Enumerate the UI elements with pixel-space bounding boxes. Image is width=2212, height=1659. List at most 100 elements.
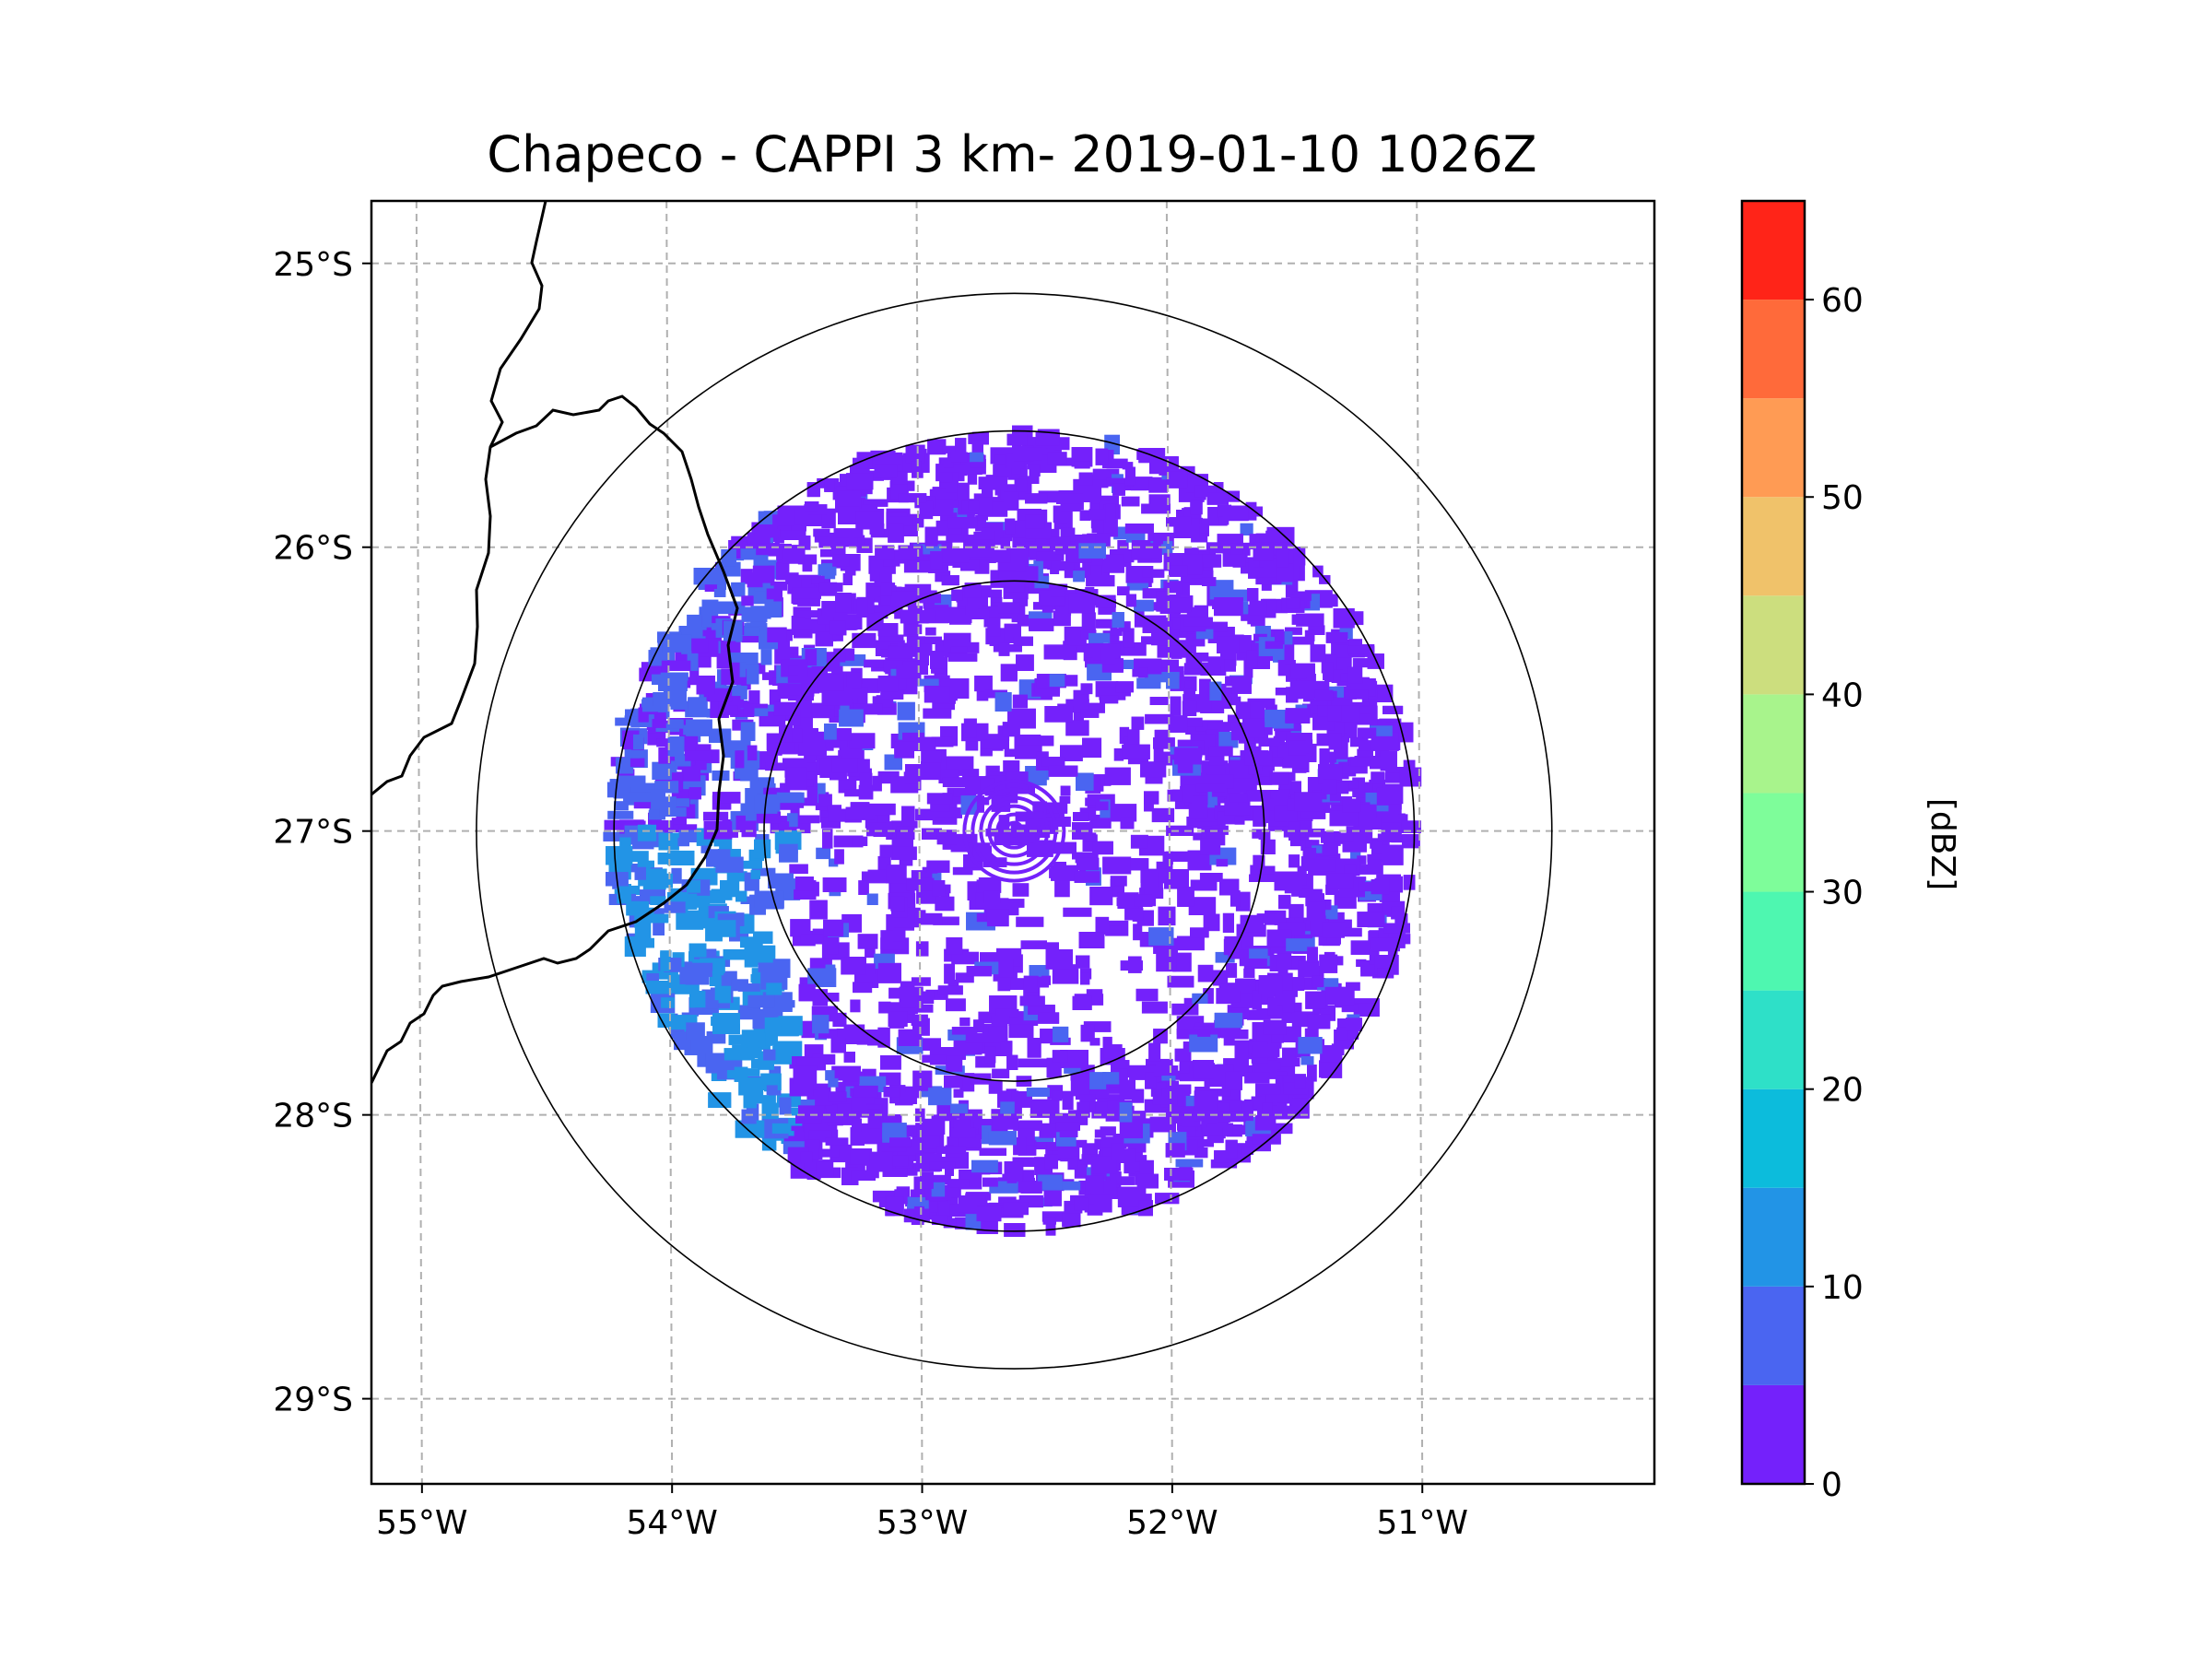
- reflectivity-cell: [802, 554, 813, 572]
- reflectivity-cell: [911, 977, 931, 986]
- reflectivity-cell: [716, 651, 730, 669]
- reflectivity-cell: [1041, 757, 1065, 767]
- reflectivity-cell: [942, 445, 956, 453]
- reflectivity-cell: [625, 709, 644, 717]
- reflectivity-cell: [1378, 927, 1389, 947]
- reflectivity-cell: [951, 1127, 976, 1138]
- reflectivity-cell: [1038, 1012, 1060, 1024]
- reflectivity-cell: [1135, 988, 1159, 1002]
- reflectivity-cell: [790, 919, 811, 937]
- reflectivity-cell: [1008, 1024, 1034, 1039]
- reflectivity-cell: [1179, 1064, 1190, 1074]
- reflectivity-cell: [1045, 1220, 1056, 1236]
- reflectivity-cell: [998, 571, 1028, 582]
- reflectivity-cell: [1042, 1217, 1056, 1225]
- reflectivity-cell: [653, 712, 666, 728]
- reflectivity-cell: [762, 672, 782, 680]
- reflectivity-cell: [713, 589, 726, 597]
- reflectivity-cell: [982, 857, 1007, 867]
- reflectivity-cell: [1169, 597, 1192, 613]
- reflectivity-cell: [963, 718, 977, 738]
- reflectivity-cell: [731, 979, 748, 991]
- reflectivity-cell: [1244, 1072, 1270, 1084]
- reflectivity-cell: [1347, 718, 1358, 738]
- reflectivity-cell: [1145, 713, 1174, 724]
- reflectivity-cell: [1291, 614, 1303, 625]
- reflectivity-cell: [1023, 975, 1039, 993]
- reflectivity-cell: [1088, 632, 1111, 643]
- reflectivity-cell: [881, 649, 891, 658]
- reflectivity-cell: [820, 548, 835, 558]
- reflectivity-cell: [1225, 1071, 1241, 1088]
- reflectivity-cell: [1325, 884, 1339, 895]
- reflectivity-cell: [1091, 1156, 1117, 1174]
- reflectivity-cell: [941, 575, 959, 586]
- reflectivity-cell: [1194, 1090, 1218, 1111]
- reflectivity-cell: [805, 1139, 820, 1149]
- reflectivity-cell: [1118, 621, 1131, 632]
- reflectivity-cell: [822, 829, 833, 849]
- reflectivity-cell: [766, 982, 782, 995]
- reflectivity-cell: [1264, 1123, 1293, 1135]
- reflectivity-cell: [1016, 735, 1046, 746]
- reflectivity-cell: [1077, 1101, 1090, 1111]
- reflectivity-cell: [1109, 925, 1122, 934]
- reflectivity-cell: [1119, 1079, 1135, 1100]
- reflectivity-cell: [975, 589, 1002, 598]
- reflectivity-cell: [1251, 1053, 1268, 1064]
- reflectivity-cell: [1282, 1047, 1298, 1063]
- reflectivity-cell: [1249, 600, 1267, 616]
- reflectivity-cell: [1222, 553, 1246, 567]
- reflectivity-cell: [1044, 706, 1074, 723]
- reflectivity-cell: [1265, 1094, 1277, 1106]
- reflectivity-cell: [1103, 1044, 1123, 1059]
- reflectivity-cell: [986, 909, 1009, 927]
- reflectivity-cell: [985, 497, 1011, 505]
- reflectivity-cell: [1117, 1187, 1137, 1207]
- reflectivity-cell: [791, 522, 806, 532]
- reflectivity-cell: [787, 673, 814, 683]
- reflectivity-cell: [776, 792, 805, 804]
- reflectivity-cell: [688, 787, 701, 800]
- reflectivity-cell: [1166, 851, 1193, 862]
- reflectivity-cell: [674, 798, 689, 807]
- reflectivity-cell: [1213, 482, 1224, 501]
- reflectivity-cell: [853, 982, 873, 994]
- reflectivity-cell: [1102, 856, 1132, 875]
- reflectivity-cell: [1251, 1096, 1265, 1112]
- reflectivity-cell: [1033, 559, 1043, 581]
- reflectivity-cell: [919, 594, 941, 604]
- reflectivity-cell: [1181, 717, 1203, 727]
- reflectivity-cell: [1130, 477, 1153, 491]
- reflectivity-cell: [1253, 807, 1266, 827]
- reflectivity-cell: [747, 745, 758, 761]
- reflectivity-cell: [1142, 588, 1164, 599]
- reflectivity-cell: [928, 1088, 952, 1106]
- reflectivity-cell: [1346, 982, 1360, 991]
- reflectivity-cell: [1347, 666, 1363, 684]
- reflectivity-cell: [952, 866, 973, 876]
- reflectivity-cell: [991, 1016, 1010, 1024]
- reflectivity-cell: [675, 756, 691, 767]
- reflectivity-cell: [899, 986, 924, 1005]
- reflectivity-cell: [1285, 627, 1302, 635]
- reflectivity-cell: [696, 676, 715, 695]
- reflectivity-cell: [853, 703, 883, 715]
- reflectivity-cell: [1250, 865, 1262, 876]
- reflectivity-cell: [1134, 599, 1154, 612]
- reflectivity-cell: [1266, 526, 1295, 547]
- reflectivity-cell: [921, 761, 941, 781]
- reflectivity-cell: [890, 591, 917, 607]
- reflectivity-cell: [1062, 1090, 1074, 1111]
- reflectivity-cell: [846, 672, 862, 689]
- reflectivity-cell: [1194, 1112, 1207, 1122]
- reflectivity-cell: [786, 767, 807, 786]
- reflectivity-cell: [701, 610, 712, 628]
- reflectivity-cell: [780, 782, 791, 797]
- reflectivity-cell: [1218, 696, 1232, 709]
- reflectivity-cell: [1134, 894, 1153, 907]
- reflectivity-cell: [1190, 927, 1209, 938]
- reflectivity-cell: [936, 1146, 967, 1154]
- reflectivity-cell: [1360, 961, 1377, 977]
- reflectivity-cell: [865, 942, 876, 959]
